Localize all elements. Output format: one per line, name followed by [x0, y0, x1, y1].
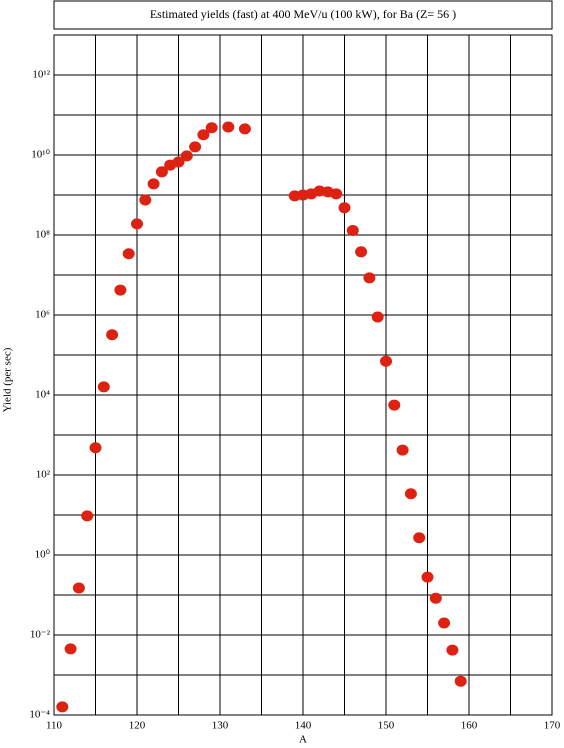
- point: [429, 592, 442, 604]
- point: [380, 355, 392, 367]
- point: [454, 675, 467, 687]
- point: [155, 166, 168, 178]
- y-tick-label: 10¹⁰: [31, 149, 50, 161]
- y-tick-label: 10⁴: [35, 389, 50, 401]
- title-box: [53, 0, 553, 30]
- point: [139, 194, 152, 206]
- point: [172, 156, 185, 168]
- point: [180, 150, 193, 162]
- x-tick-label: 160: [461, 720, 478, 732]
- y-tick-label: 10⁶: [35, 309, 50, 321]
- x-tick-label: 110: [46, 720, 63, 732]
- point: [222, 121, 235, 133]
- x-tick-label: 150: [378, 720, 395, 732]
- point: [122, 248, 135, 260]
- point: [114, 284, 127, 296]
- point: [355, 246, 368, 258]
- y-tick-label: 10⁸: [35, 229, 50, 241]
- point: [131, 218, 143, 230]
- x-tick-label: 120: [129, 720, 146, 732]
- point: [89, 442, 102, 454]
- x-tick-label: 130: [212, 720, 229, 732]
- point: [438, 617, 451, 629]
- chart-title: Estimated yields (fast) at 400 MeV/u (10…: [150, 7, 456, 21]
- point: [421, 571, 434, 583]
- x-tick-label: 140: [295, 720, 312, 732]
- point: [64, 643, 77, 655]
- point: [413, 532, 426, 544]
- point: [346, 224, 359, 236]
- point: [371, 311, 384, 323]
- y-tick-label: 10⁰: [35, 549, 51, 561]
- point: [81, 510, 94, 522]
- y-tick-label: 10⁻²: [30, 629, 51, 641]
- point: [446, 644, 459, 656]
- point: [97, 381, 110, 393]
- x-tick-label: 170: [544, 720, 561, 732]
- point: [72, 582, 85, 594]
- y-axis-label: Yield (per sec): [2, 347, 14, 412]
- x-axis-label: A: [299, 734, 307, 746]
- point: [388, 399, 401, 411]
- point: [56, 701, 69, 713]
- point: [338, 202, 351, 214]
- y-tick-label: 10¹²: [32, 69, 50, 81]
- point: [404, 488, 417, 500]
- point: [330, 188, 343, 200]
- point: [147, 178, 160, 190]
- point: [396, 444, 409, 456]
- point: [197, 129, 210, 141]
- y-tick-label: 10⁻⁴: [29, 709, 50, 721]
- point: [205, 122, 218, 134]
- y-tick-label: 10²: [36, 469, 51, 481]
- point: [189, 141, 202, 153]
- point: [106, 329, 119, 341]
- point: [363, 272, 376, 284]
- point: [238, 123, 251, 135]
